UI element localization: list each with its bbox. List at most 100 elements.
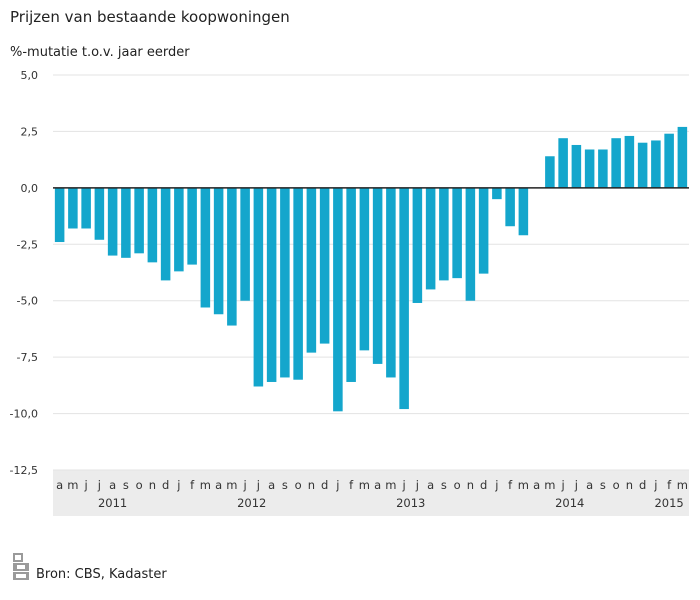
month-label: j [97,478,101,492]
month-label: f [190,478,195,492]
month-label: n [149,478,156,492]
bar [333,187,343,412]
bar [293,187,303,380]
bar [187,187,197,265]
month-label: j [176,478,180,492]
month-label: m [385,478,396,492]
year-labels: 2011 2012 2013 2014 2015 [98,496,684,510]
source-label: Bron: CBS, Kadaster [36,567,167,582]
month-label: n [308,478,315,492]
bar [346,187,356,382]
month-label: j [494,478,498,492]
y-tick-label: -5,0 [17,295,38,308]
y-tick-label: -12,5 [10,464,38,477]
y-tick-label: -10,0 [10,408,38,421]
bar [174,187,184,272]
bar [624,135,635,188]
month-label: d [480,478,487,492]
y-tick-label: 0,0 [21,182,39,195]
month-label: j [84,478,88,492]
bar [68,187,78,229]
year-label: 2011 [98,496,127,510]
month-label: o [136,478,143,492]
bar [452,187,462,279]
month-label: a [56,478,63,492]
month-label: m [359,478,370,492]
month-label: a [374,478,381,492]
month-label: f [508,478,513,492]
bar [637,142,648,188]
bar [492,187,502,200]
month-label: d [321,478,328,492]
year-label: 2014 [555,496,584,510]
month-label: m [677,478,688,492]
bar [651,140,661,188]
month-label: m [518,478,529,492]
chart-title: Prijzen van bestaande koopwoningen [10,8,290,26]
y-tick-label: -2,5 [17,238,38,251]
bar [266,187,277,382]
month-label: f [349,478,354,492]
month-label: f [667,478,672,492]
bar [598,149,608,188]
bar [147,187,158,263]
y-tick-label: 5,0 [21,69,39,82]
bar [386,187,396,378]
y-tick-label: 2,5 [21,125,39,138]
month-label: s [441,478,447,492]
bar [227,187,237,326]
month-label: d [162,478,169,492]
bar [611,138,621,188]
bar [107,187,118,256]
bar [134,187,144,254]
bar [478,187,489,274]
month-label: m [226,478,237,492]
bar [439,187,449,281]
gridlines [53,74,689,471]
bar [571,144,582,188]
cbs-logo-icon [13,553,29,580]
month-label: j [243,478,247,492]
month-label: a [427,478,434,492]
month-label: j [402,478,406,492]
month-label: n [626,478,633,492]
month-label: j [653,478,657,492]
month-label: j [256,478,260,492]
month-label: s [282,478,288,492]
bar [425,187,436,290]
bar [465,187,476,301]
bar [213,187,224,315]
bar [584,149,595,188]
y-tick-label: -7,5 [17,351,38,364]
month-label: o [454,478,461,492]
month-label: o [295,478,302,492]
month-label: a [215,478,222,492]
bar [81,187,91,229]
month-label: j [574,478,578,492]
bar [94,187,105,240]
month-label: j [561,478,565,492]
bar [677,126,688,188]
month-label: m [544,478,555,492]
year-label: 2012 [237,496,266,510]
month-label: a [109,478,116,492]
bar [412,187,423,303]
bar [399,187,409,410]
bar [280,187,290,378]
bar [558,138,568,188]
month-label: n [467,478,474,492]
bar [306,187,317,353]
month-label: a [533,478,540,492]
bar [359,187,370,351]
month-label: j [415,478,419,492]
bar [319,187,330,344]
bar [54,187,65,243]
bar [664,133,674,188]
bar [160,187,171,281]
bar [253,187,264,387]
month-label: o [613,478,620,492]
bar [240,187,250,301]
x-axis-band [53,470,689,516]
bar [505,187,515,227]
